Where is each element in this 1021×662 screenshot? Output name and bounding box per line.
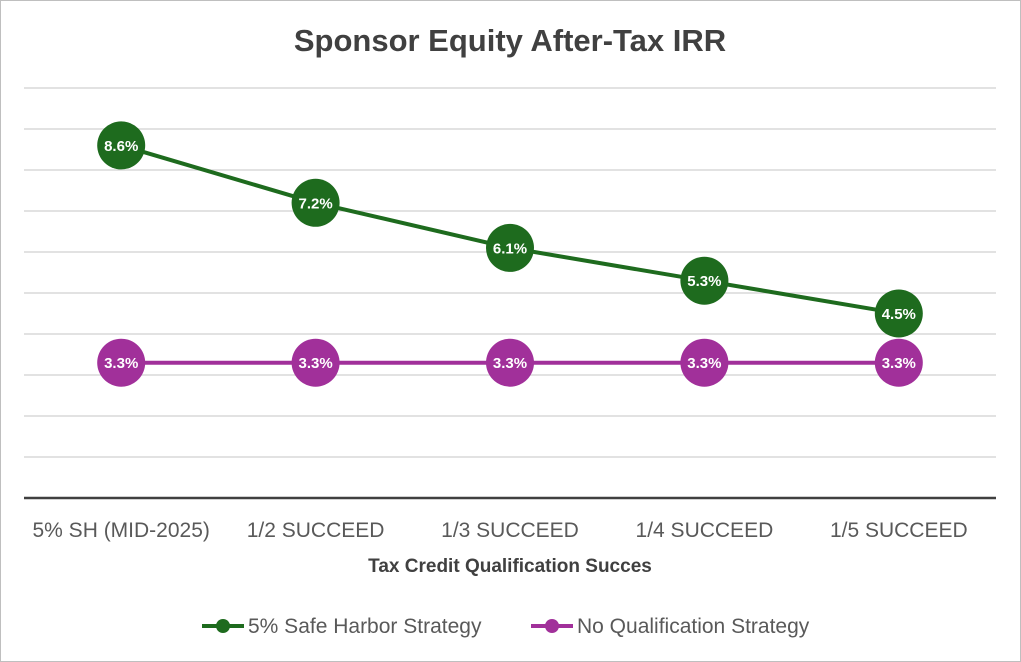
legend-item-2: No Qualification Strategy bbox=[531, 615, 810, 638]
data-label: 6.1% bbox=[493, 240, 527, 257]
legend-item-1: 5% Safe Harbor Strategy bbox=[202, 615, 482, 638]
x-axis-title: Tax Credit Qualification Succes bbox=[368, 556, 652, 577]
data-point bbox=[874, 289, 923, 338]
series-1: 8.6% 7.2% 6.1% 5.3% 4.5% bbox=[97, 121, 923, 338]
x-tick-label: 1/5 SUCCEED bbox=[830, 519, 968, 542]
legend-label: No Qualification Strategy bbox=[577, 615, 810, 638]
x-tick-label: 1/3 SUCCEED bbox=[441, 519, 579, 542]
data-point bbox=[97, 338, 146, 387]
data-point bbox=[486, 338, 534, 387]
x-tick-label: 1/2 SUCCEED bbox=[247, 519, 385, 542]
data-label: 3.3% bbox=[298, 355, 332, 372]
data-label: 3.3% bbox=[493, 355, 527, 372]
data-point bbox=[291, 338, 340, 387]
data-point bbox=[291, 178, 340, 227]
data-point bbox=[680, 256, 729, 305]
data-point bbox=[486, 223, 534, 272]
data-label: 5.3% bbox=[687, 273, 721, 290]
legend-marker bbox=[216, 619, 230, 633]
series-2: 3.3% 3.3% 3.3% 3.3% 3.3% bbox=[97, 338, 923, 387]
legend-label: 5% Safe Harbor Strategy bbox=[248, 615, 482, 638]
data-label: 4.5% bbox=[882, 306, 916, 323]
data-point bbox=[680, 338, 729, 387]
gridlines bbox=[24, 87, 996, 458]
data-label: 3.3% bbox=[882, 355, 916, 372]
chart-title: Sponsor Equity After-Tax IRR bbox=[294, 23, 726, 58]
x-tick-label: 1/4 SUCCEED bbox=[636, 519, 774, 542]
data-point bbox=[97, 121, 146, 170]
data-point bbox=[874, 338, 923, 387]
data-label: 3.3% bbox=[687, 355, 721, 372]
data-label: 3.3% bbox=[104, 355, 138, 372]
x-tick-labels: 5% SH (MID-2025) 1/2 SUCCEED 1/3 SUCCEED 1/… bbox=[33, 519, 968, 542]
data-label: 8.6% bbox=[104, 138, 138, 155]
data-label: 7.2% bbox=[298, 195, 332, 212]
x-tick-label: 5% SH (MID-2025) bbox=[33, 519, 210, 542]
series-layer: 8.6% 7.2% 6.1% 5.3% 4.5% 3.3% 3.3% 3.3% 3.3% 3.3% bbox=[97, 121, 923, 387]
legend-marker bbox=[545, 619, 559, 633]
legend: 5% Safe Harbor Strategy No Qualification … bbox=[202, 615, 810, 638]
